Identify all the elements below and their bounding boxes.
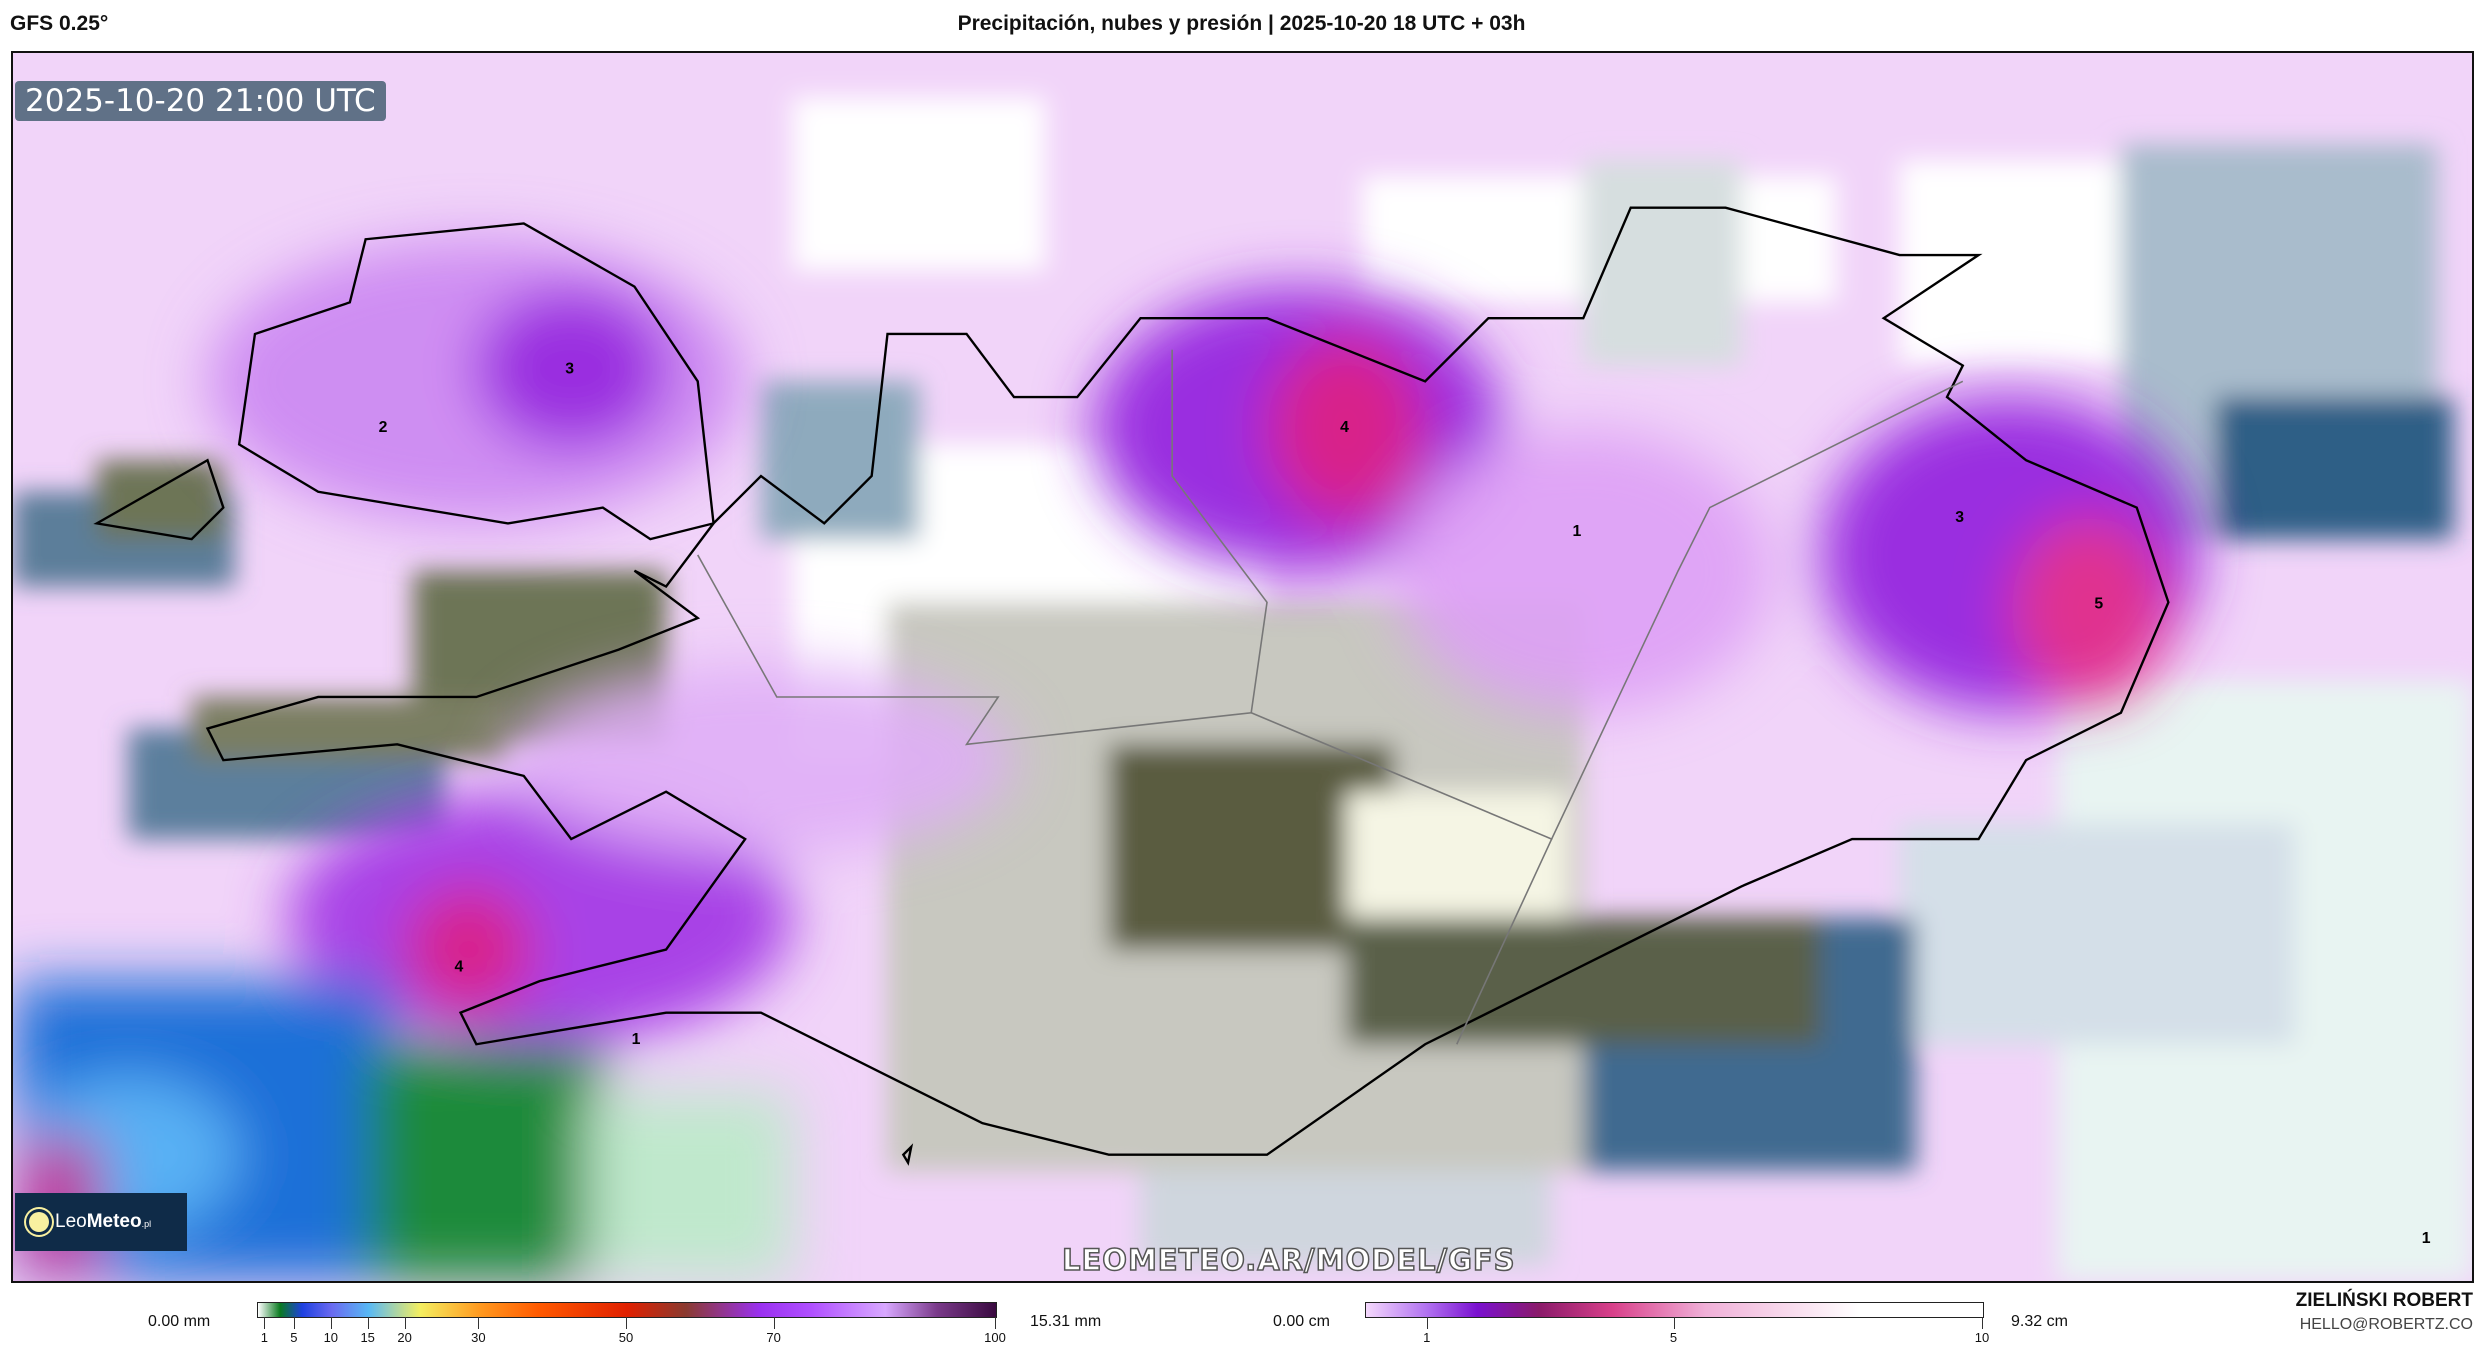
value-label: 3 (1955, 509, 1964, 526)
leometeo-logo[interactable]: LeoMeteo.pl (15, 1193, 187, 1251)
colorbar-tick-label: 10 (1974, 1330, 1990, 1345)
precipitation-layer (13, 239, 2201, 1281)
value-label: 1 (632, 1031, 641, 1048)
colorbar-tick (367, 1317, 369, 1329)
weather-map[interactable]: 3 2 4 1 3 5 4 1 1 2025-10-20 21:00 UTC L… (11, 51, 2474, 1283)
precip-max-label: 15.31 mm (1030, 1313, 1102, 1330)
precip-colorbar (257, 1302, 997, 1318)
snow-colorbar (1365, 1302, 1984, 1318)
author-name: ZIELIŃSKI ROBERT (2295, 1290, 2473, 1311)
colorbar-tick (773, 1317, 775, 1329)
value-label: 2 (379, 419, 388, 436)
value-label: 1 (1573, 523, 1582, 540)
colorbar-tick (1426, 1317, 1428, 1329)
colorbar-tick-label: 70 (766, 1330, 781, 1345)
colorbar-tick-label: 100 (984, 1330, 1006, 1345)
logo-text: LeoMeteo.pl (55, 1211, 152, 1232)
value-label: 1 (2422, 1230, 2431, 1247)
model-label: GFS 0.25° (10, 12, 109, 35)
value-label: 5 (2094, 596, 2103, 613)
watermark: LEOMETEO.AR/MODEL/GFS (1061, 1242, 1516, 1278)
colorbar-tick-label: 20 (397, 1330, 412, 1345)
colorbar-tick (293, 1317, 295, 1329)
colorbar-tick (995, 1317, 996, 1329)
page-title: Precipitación, nubes y presión | 2025-10… (957, 12, 1526, 35)
snow-min-label: 0.00 cm (1273, 1313, 1330, 1330)
value-label: 3 (565, 360, 574, 377)
colorbar-tick (478, 1317, 480, 1329)
snow-max-label: 9.32 cm (2011, 1313, 2068, 1330)
colorbar-tick (1982, 1317, 1983, 1329)
colorbar-tick-label: 5 (290, 1330, 298, 1345)
value-label: 4 (455, 959, 464, 976)
colorbar-tick (626, 1317, 627, 1329)
coastline (93, 206, 2170, 1166)
precip-min-label: 0.00 mm (148, 1313, 211, 1330)
sun-icon (29, 1212, 49, 1232)
colorbar-tick-label: 1 (1423, 1330, 1431, 1345)
map-canvas: 3 2 4 1 3 5 4 1 1 (13, 53, 2472, 1281)
colorbar-tick (330, 1317, 332, 1329)
colorbar-tick (264, 1317, 266, 1329)
colorbar-tick-label: 5 (1669, 1330, 1678, 1345)
cloud-layer (13, 97, 2472, 1281)
colorbar-tick-label: 15 (360, 1330, 375, 1345)
colorbar-tick-label: 30 (471, 1330, 486, 1345)
valid-time-stamp: 2025-10-20 21:00 UTC (15, 81, 386, 121)
value-label: 4 (1340, 419, 1349, 436)
colorbar-tick-label: 1 (260, 1330, 268, 1345)
colorbar-tick-label: 50 (618, 1330, 634, 1345)
value-labels: 3 2 4 1 3 5 4 1 1 (379, 360, 2431, 1247)
region-borders (697, 349, 1964, 1045)
colorbar-tick (404, 1317, 406, 1329)
author-email[interactable]: HELLO@ROBERTZ.CO (2299, 1316, 2473, 1333)
author-credit: ZIELIŃSKI ROBERT HELLO@ROBERTZ.CO (2296, 1290, 2473, 1334)
colorbar-tick-label: 10 (323, 1330, 339, 1345)
colorbar-tick (1673, 1317, 1675, 1329)
